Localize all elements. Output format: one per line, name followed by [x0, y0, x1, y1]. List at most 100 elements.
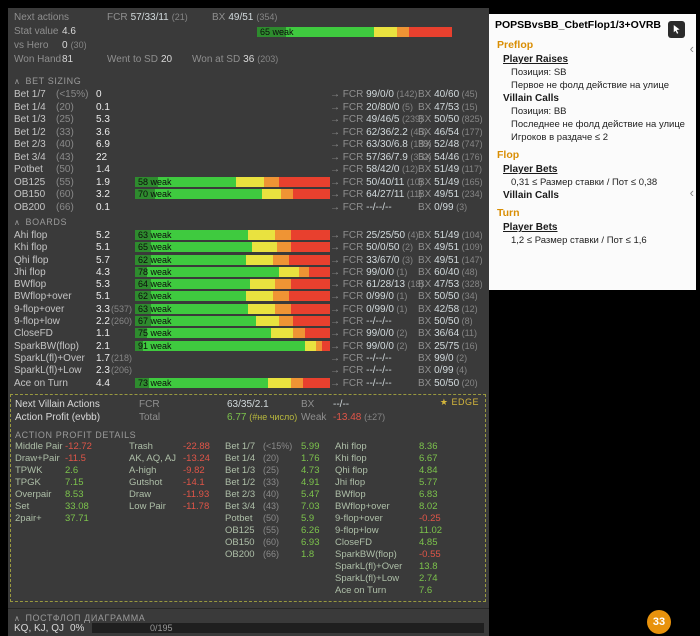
board-row[interactable]: BWflop+over 5.1 62 weak → FCR 0/99/0 (1) BX … [8, 291, 489, 303]
villain-actions-box: Next Villain Actions FCR 63/35/2.1 BX --… [10, 394, 486, 602]
bet-sizing-row[interactable]: Bet 1/7 (<15%) 0 → FCR 99/0/0 (142) BX 40/60… [8, 89, 489, 102]
bet-sizing-row[interactable]: Bet 1/4 (20) 0.1 → FCR 20/80/0 (5) BX 47/53 … [8, 102, 489, 115]
action-link[interactable]: Player Raises [503, 54, 569, 65]
bet-sizing-header[interactable]: ∧ BET SIZING [8, 74, 489, 88]
profit-value: 5.77 [419, 477, 438, 488]
action-link[interactable]: Player Bets [503, 164, 558, 175]
bx-value: 51/49 [434, 230, 460, 241]
profit-label: Low Pair [129, 501, 166, 512]
profit-row[interactable]: OB200 (66) 1.8 [225, 549, 333, 561]
profit-label: Draw [129, 489, 152, 500]
won-at-sd-value: 36 [243, 54, 255, 65]
fcr-cell: → FCR 50/40/11 (10) [330, 177, 423, 188]
row-label: OB150 [14, 189, 46, 200]
boards-header[interactable]: ∧ BOARDS [8, 215, 489, 229]
board-row[interactable]: 9-flop+low 2.2 (260) 67 weak → FCR --/--/-- B… [8, 316, 489, 328]
profit-row[interactable]: Bet 1/2 (33) 4.91 [225, 477, 333, 489]
row-label: CloseFD [14, 328, 53, 340]
strength-bar: 65 weak [257, 27, 452, 37]
profit-row[interactable]: SparkL(fl)+Over 13.8 [335, 561, 483, 573]
profit-row[interactable]: Ahi flop 8.36 [335, 441, 483, 453]
profit-row[interactable]: Middle Pair -12.72 [15, 441, 127, 453]
action-link[interactable]: Player Bets [503, 222, 558, 233]
profit-row[interactable]: BWflop 6.83 [335, 489, 483, 501]
bx-count: (15) [459, 101, 478, 112]
profit-row[interactable]: A-high -9.82 [129, 465, 223, 477]
profit-row[interactable]: BWflop+over 8.02 [335, 501, 483, 513]
cursor-icon[interactable] [668, 21, 685, 38]
bet-sizing-row[interactable]: OB125 (55) 1.9 58 weak → FCR 50/40/11 (10) BX… [8, 176, 489, 190]
profit-value: -11.93 [183, 489, 210, 500]
bet-sizing-row[interactable]: Potbet (50) 1.4 → FCR 58/42/0 (12) BX 51/49 … [8, 164, 489, 177]
profit-row[interactable]: TPGK 7.15 [15, 477, 127, 489]
board-row[interactable]: SparkBW(flop) 2.1 91 weak → FCR 99/0/0 (2) B… [8, 340, 489, 353]
arrow-icon: → FCR [330, 352, 367, 364]
profit-row[interactable]: Khi flop 6.67 [335, 453, 483, 465]
bet-sizing-row[interactable]: OB200 (66) 0.1 → FCR --/--/-- BX 0/99 (3) [8, 202, 489, 215]
stat-value: 4.6 [62, 26, 76, 37]
row-value: 0.1 [96, 101, 110, 113]
profit-row[interactable]: 9-flop+over -0.25 [335, 513, 483, 525]
profit-row[interactable]: Bet 1/4 (20) 1.76 [225, 453, 333, 465]
profit-value: 6.26 [301, 525, 320, 536]
profit-row[interactable]: Bet 1/7 (<15%) 5.99 [225, 441, 333, 453]
profit-row[interactable]: Draw+Pair -11.5 [15, 453, 127, 465]
profit-row[interactable]: 2pair+ 37.71 [15, 513, 127, 525]
chevron-left-icon[interactable]: ‹ [689, 185, 694, 200]
profit-row[interactable]: OB150 (60) 6.93 [225, 537, 333, 549]
chevron-left-icon[interactable]: ‹ [689, 41, 694, 56]
bet-sizing-row[interactable]: Bet 2/3 (40) 6.9 → FCR 63/30/6.8 (135) BX 52… [8, 139, 489, 152]
bet-sizing-row[interactable]: Bet 1/2 (33) 3.6 → FCR 62/36/2.2 (45) BX 46/… [8, 127, 489, 140]
profit-row[interactable]: Bet 3/4 (43) 7.03 [225, 501, 333, 513]
arrow-icon: → FCR [330, 242, 367, 254]
profit-row[interactable]: Set 33.08 [15, 501, 127, 513]
profit-row[interactable]: Overpair 8.53 [15, 489, 127, 501]
profit-row[interactable]: CloseFD 4.85 [335, 537, 483, 549]
board-row[interactable]: SparkL(fl)+Low 2.3 (206) → FCR --/--/-- BX 0… [8, 365, 489, 377]
fcr-count: (4) [405, 230, 419, 240]
bet-sizing-row[interactable]: Bet 3/4 (43) 22 → FCR 57/36/7.9 (352) BX 54/… [8, 152, 489, 165]
profit-row[interactable]: 9-flop+low 11.02 [335, 525, 483, 537]
board-row[interactable]: CloseFD 1.1 75 weak → FCR 99/0/0 (2) BX 36/6… [8, 328, 489, 340]
bet-sizing-row[interactable]: Bet 1/3 (25) 5.3 → FCR 49/46/5 (239) BX 50/5… [8, 114, 489, 127]
row-value: 3.2 [96, 189, 110, 200]
board-row[interactable]: Khi flop 5.1 65 weak → FCR 50/0/50 (2) BX 49… [8, 242, 489, 254]
bx-value: 50/50 [434, 316, 460, 328]
notification-badge[interactable]: 33 [647, 610, 671, 634]
profit-label: Bet 3/4 [225, 501, 256, 512]
profit-row[interactable]: Draw -11.93 [129, 489, 223, 501]
row-value: 0 [96, 89, 102, 100]
fcr-cell: → FCR --/--/-- [330, 365, 392, 376]
row-label: Khi flop [14, 242, 48, 254]
board-row[interactable]: BWflop 5.3 64 weak → FCR 61/28/13 (18) BX 47… [8, 279, 489, 291]
profit-row[interactable]: Trash -22.88 [129, 441, 223, 453]
profit-row[interactable]: Low Pair -11.78 [129, 501, 223, 513]
action-node[interactable]: Villain Calls [503, 93, 559, 104]
profit-row[interactable]: Potbet (50) 5.9 [225, 513, 333, 525]
board-row[interactable]: Ahi flop 5.2 63 weak → FCR 25/25/50 (4) BX 5… [8, 230, 489, 242]
profit-row[interactable]: Gutshot -14.1 [129, 477, 223, 489]
profit-row[interactable]: OB125 (55) 6.26 [225, 525, 333, 537]
profit-row[interactable]: Qhi flop 4.84 [335, 465, 483, 477]
board-row[interactable]: SparkL(fl)+Over 1.7 (218) → FCR --/--/-- BX … [8, 353, 489, 365]
board-row[interactable]: Qhi flop 5.7 62 weak → FCR 33/67/0 (3) BX 49… [8, 254, 489, 267]
profit-row[interactable]: Ace on Turn 7.6 [335, 585, 483, 597]
profit-label: Overpair [15, 489, 52, 500]
profit-row[interactable]: Bet 2/3 (40) 5.47 [225, 489, 333, 501]
board-row[interactable]: Jhi flop 4.3 78 weak → FCR 99/0/0 (1) BX 60/… [8, 266, 489, 279]
bet-sizing-row[interactable]: OB150 (60) 3.2 70 weak → FCR 64/27/11 (11) BX… [8, 189, 489, 202]
board-row[interactable]: 9-flop+over 3.3 (537) 63 weak → FCR 0/99/0 (… [8, 303, 489, 316]
profit-row[interactable]: SparkBW(flop) -0.55 [335, 549, 483, 561]
profit-row[interactable]: SparkL(fl)+Low 2.74 [335, 573, 483, 585]
bar-label: 91 weak [138, 340, 172, 351]
board-row[interactable]: Ace on Turn 4.4 73 weak → FCR --/--/-- BX 50… [8, 377, 489, 390]
postflop-diagram-header[interactable]: ∧ ПОСТФЛОП ДИАГРАММА [8, 609, 489, 623]
profit-row[interactable]: TPWK 2.6 [15, 465, 127, 477]
bar-label: 70 weak [138, 189, 172, 199]
action-node[interactable]: Villain Calls [503, 190, 559, 201]
profit-label: Set [15, 501, 30, 512]
bar-segment [279, 266, 299, 277]
profit-row[interactable]: Jhi flop 5.77 [335, 477, 483, 489]
profit-row[interactable]: AK, AQ, AJ -13.24 [129, 453, 223, 465]
profit-row[interactable]: Bet 1/3 (25) 4.73 [225, 465, 333, 477]
